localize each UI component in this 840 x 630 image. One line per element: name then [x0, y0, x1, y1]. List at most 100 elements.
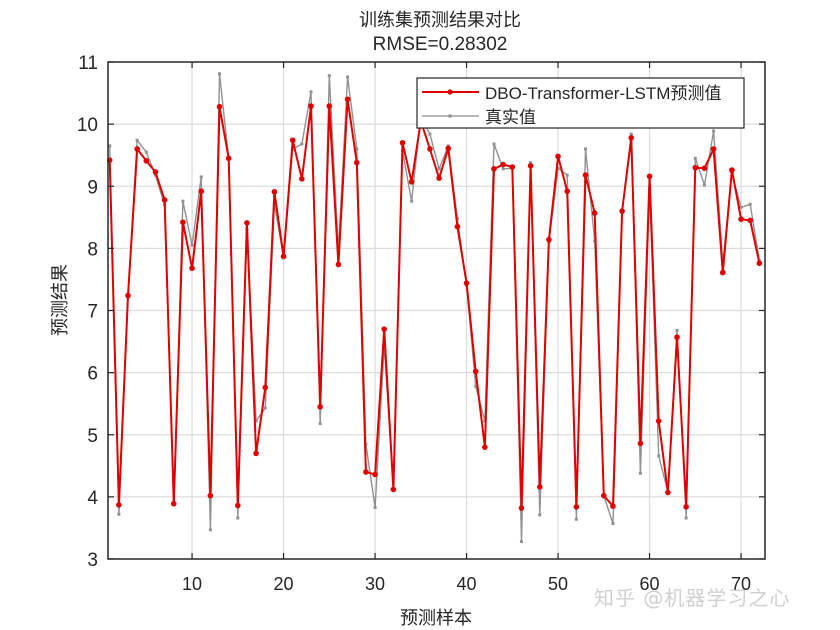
axis-ticks: 3 4 5 6 7 8 9 10 11 10 20 30 40 50 60 70 — [77, 53, 765, 594]
true-marker — [199, 175, 203, 179]
true-marker — [181, 199, 185, 203]
x-tick-label: 30 — [365, 574, 385, 594]
y-tick-label: 6 — [87, 364, 98, 385]
true-marker — [538, 513, 542, 517]
legend-box — [416, 77, 745, 129]
pred-marker — [655, 418, 662, 424]
legend-true-label: 真实值 — [485, 108, 536, 128]
pred-marker — [399, 139, 406, 146]
true-marker — [739, 205, 743, 209]
series-true-values — [108, 72, 761, 544]
true-marker — [629, 132, 633, 136]
pred-marker — [125, 292, 131, 299]
true-marker — [501, 167, 505, 171]
pred-marker — [216, 103, 223, 110]
true-marker — [117, 512, 121, 516]
true-marker — [208, 528, 212, 532]
y-tick-label: 9 — [87, 177, 98, 198]
pred-marker — [738, 216, 744, 222]
pred-marker — [509, 164, 516, 170]
pred-marker — [555, 153, 561, 160]
pred-marker — [271, 189, 278, 195]
true-marker — [748, 202, 752, 206]
x-tick-label: 10 — [182, 574, 202, 594]
pred-marker — [463, 280, 470, 286]
true-marker — [263, 406, 267, 410]
pred-marker — [692, 164, 699, 171]
pred-marker — [646, 173, 653, 180]
pred-marker — [619, 208, 625, 214]
true-marker — [108, 144, 112, 148]
true-marker — [492, 142, 496, 146]
pred-marker — [719, 269, 726, 276]
pred-marker — [344, 96, 351, 103]
pred-marker — [491, 166, 497, 172]
y-tick-label: 7 — [87, 302, 98, 323]
true-marker — [428, 132, 432, 136]
pred-marker — [427, 146, 433, 152]
pred-marker — [610, 503, 616, 509]
true-marker — [657, 454, 661, 458]
true-marker — [574, 517, 578, 521]
chart-title: 训练集预测结果对比 — [359, 10, 521, 31]
true-marker — [346, 75, 350, 79]
true-marker — [519, 540, 523, 544]
x-tick-label: 20 — [274, 574, 294, 594]
pred-marker — [582, 172, 589, 178]
y-tick-label: 5 — [87, 426, 98, 447]
true-marker — [684, 516, 688, 520]
true-marker — [702, 183, 706, 187]
chart-subtitle-rmse: RMSE=0.28302 — [372, 34, 508, 55]
pred-marker — [527, 162, 534, 169]
pred-marker — [198, 188, 204, 195]
pred-marker — [235, 502, 241, 509]
pred-marker — [299, 175, 305, 182]
pred-marker — [482, 444, 488, 450]
true-marker — [327, 74, 331, 78]
pred-marker — [253, 450, 259, 457]
y-tick-label: 8 — [87, 239, 98, 260]
true-marker — [190, 243, 194, 247]
true-marker — [218, 72, 221, 76]
pred-marker — [390, 486, 397, 493]
pred-marker — [472, 368, 479, 375]
pred-marker — [244, 220, 250, 226]
pred-marker — [161, 197, 168, 203]
true-marker — [355, 147, 359, 151]
true-marker — [638, 471, 642, 475]
watermark: 知乎 @机器学习之心 — [594, 586, 791, 610]
pred-marker — [134, 146, 140, 152]
true-marker — [675, 328, 679, 332]
true-marker — [236, 516, 240, 520]
pred-marker — [308, 103, 314, 109]
pred-marker — [152, 169, 159, 175]
pred-marker — [500, 161, 506, 168]
y-tick-label: 3 — [87, 550, 98, 571]
pred-marker — [180, 219, 186, 226]
y-tick-label: 11 — [78, 53, 98, 74]
true-marker — [611, 522, 615, 526]
pred-marker — [408, 179, 415, 185]
pred-marker — [143, 157, 150, 164]
y-tick-label: 10 — [77, 115, 98, 136]
pred-marker — [601, 492, 607, 499]
true-marker — [584, 147, 587, 151]
pred-marker — [289, 137, 296, 144]
true-marker — [712, 129, 716, 133]
x-axis-label: 预测样本 — [400, 608, 472, 629]
pred-marker — [372, 471, 378, 478]
pred-marker — [674, 334, 680, 341]
pred-marker — [207, 492, 214, 499]
pred-marker — [189, 265, 195, 272]
pred-marker — [747, 217, 753, 224]
true-marker — [693, 156, 697, 160]
x-tick-label: 40 — [457, 574, 477, 594]
pred-marker — [225, 155, 232, 162]
pred-marker — [436, 175, 442, 181]
pred-marker — [564, 188, 570, 195]
legend-true-marker-icon — [448, 114, 452, 118]
pred-marker — [637, 440, 644, 447]
x-tick-label: 50 — [548, 574, 568, 594]
